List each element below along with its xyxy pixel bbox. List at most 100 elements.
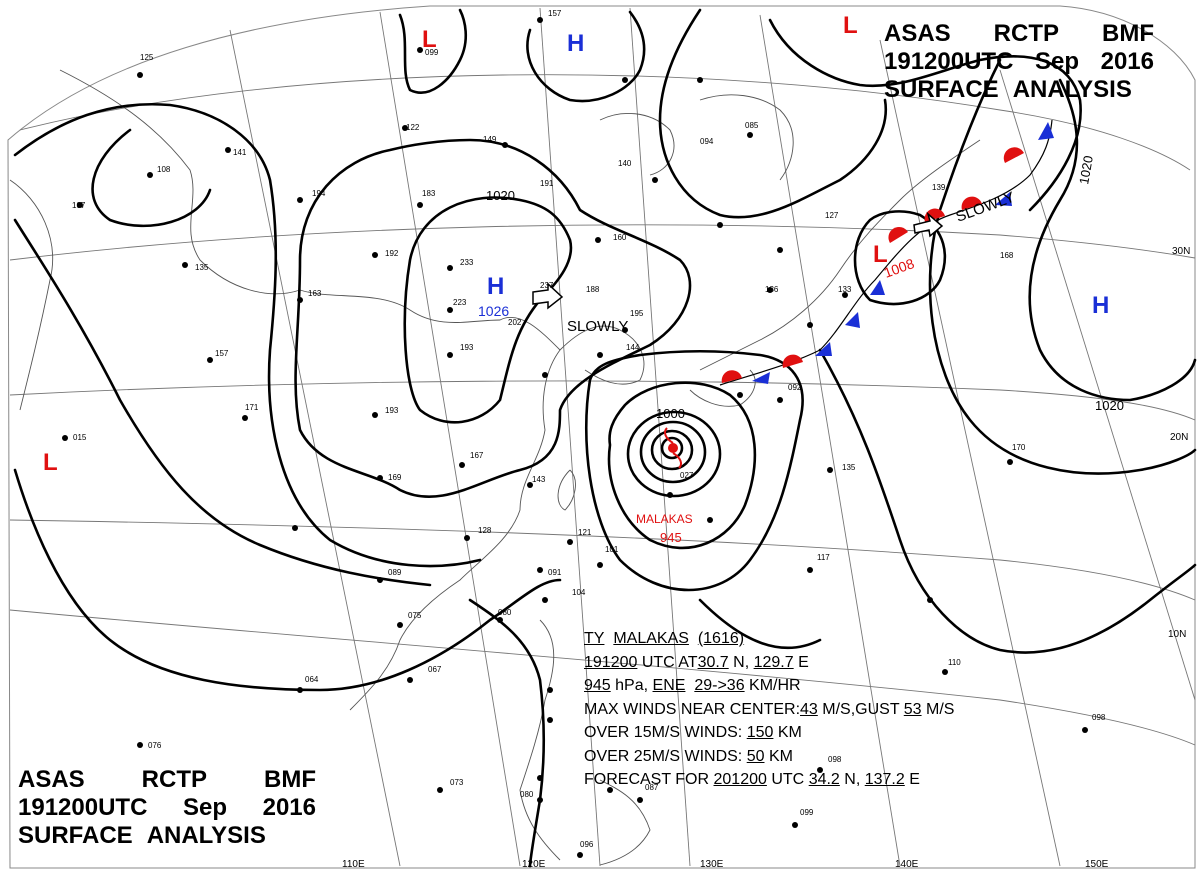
latitude-label-30n: 30N [1172, 246, 1190, 257]
forecast-longitude: 137.2 [864, 771, 905, 788]
isobar-south-1 [698, 598, 822, 650]
svg-text:193: 193 [460, 343, 474, 352]
header-time: 191200UTC [884, 48, 1014, 75]
isobar-north-low [398, 8, 468, 94]
svg-text:076: 076 [148, 741, 162, 750]
header-month: Sep [183, 794, 228, 821]
latitude-lines [9, 74, 1196, 746]
gust-label: M/S,GUST [822, 700, 900, 718]
svg-text:087: 087 [645, 783, 659, 792]
svg-text:080: 080 [520, 790, 534, 799]
chart-header-bottom-left: ASAS RCTP BMF 191200UTC Sep 2016 SURFACE… [18, 766, 316, 850]
svg-text:141: 141 [233, 148, 247, 157]
svg-text:117: 117 [817, 553, 830, 562]
header-line-2: 191200UTC Sep 2016 [884, 48, 1154, 76]
header-code: BMF [264, 766, 316, 793]
svg-text:015: 015 [73, 433, 87, 442]
svg-text:108: 108 [157, 165, 171, 174]
header-year: 2016 [1100, 48, 1154, 75]
isobar-north-high [526, 10, 646, 103]
r25-unit: KM [768, 747, 793, 765]
isobar-label-typhoon: 1000 [656, 406, 685, 421]
typhoon-winds-line: MAX WINDS NEAR CENTER:43 M/S,GUST 53 M/S [584, 698, 954, 722]
motion-speed: 29->36 [694, 677, 745, 694]
max-wind-value: 43 [800, 700, 818, 718]
frontal-system [719, 119, 1054, 386]
header-line-3: SURFACE ANALYSIS [884, 76, 1154, 104]
svg-text:027: 027 [680, 471, 694, 480]
typhoon-r15-line: OVER 15M/S WINDS: 150 KM [584, 721, 954, 745]
forecast-lon-unit: E [909, 771, 920, 788]
svg-text:125: 125 [140, 53, 154, 62]
longitude-label-130e: 130E [700, 859, 724, 870]
svg-text:089: 089 [388, 568, 402, 577]
svg-text:237: 237 [540, 281, 554, 290]
pressure-center-letters: H H H L L L L [43, 12, 1109, 476]
wind-unit: M/S [926, 700, 955, 718]
isobar-label-east: 1020 [1095, 398, 1124, 413]
svg-text:194: 194 [312, 189, 326, 198]
forecast-time: 201200 [713, 771, 767, 788]
high-center-east: H [1092, 292, 1109, 319]
svg-text:195: 195 [630, 309, 644, 318]
header-code: BMF [1102, 20, 1154, 47]
svg-text:075: 075 [408, 611, 422, 620]
svg-text:169: 169 [388, 473, 402, 482]
header-time: 191200UTC [18, 794, 148, 821]
typhoon-center [664, 427, 682, 469]
svg-text:099: 099 [425, 48, 439, 57]
map-text-labels: 1020 1000 1020 1020 1026 1008 MALAKAS 94… [342, 154, 1190, 870]
header-line-3: SURFACE ANALYSIS [18, 822, 316, 850]
isobar-northeast [658, 8, 888, 219]
svg-text:144: 144 [626, 343, 640, 352]
analysis-time: 191200 [584, 653, 638, 671]
isobar-high-1020 [403, 196, 573, 424]
isobar-east-1020 [1028, 78, 1197, 402]
pressure-unit: hPa, [615, 677, 649, 694]
header-word-analysis: ANALYSIS [146, 822, 266, 849]
forecast-utc: UTC [771, 771, 805, 788]
svg-text:170: 170 [1012, 443, 1026, 452]
svg-text:168: 168 [1000, 251, 1014, 260]
high-center-main: H [487, 273, 504, 300]
svg-text:067: 067 [428, 665, 442, 674]
isobar-west-south [13, 468, 562, 692]
cold-front-segments [752, 122, 1054, 384]
longitude-label-140e: 140E [895, 859, 919, 870]
header-word-surface: SURFACE [18, 822, 133, 849]
header-line-1: ASAS RCTP BMF [18, 766, 316, 794]
svg-text:233: 233 [460, 258, 474, 267]
isobar-west-big [13, 103, 482, 568]
svg-text:171: 171 [245, 403, 259, 412]
svg-text:064: 064 [305, 675, 319, 684]
isobar-east-south [818, 348, 1197, 654]
max-winds-label: MAX WINDS NEAR CENTER: [584, 700, 801, 718]
latitude-label-10n: 10N [1168, 629, 1186, 640]
typhoon-pressure-label: 945 [660, 530, 682, 545]
longitude-label-120e: 120E [522, 859, 546, 870]
map-frame [7, 5, 1196, 869]
warm-front-segments [721, 147, 1024, 383]
header-year: 2016 [262, 794, 316, 821]
gust-value: 53 [903, 700, 922, 718]
typhoon-info-block: TY MALAKAS (1616) 191200 UTC AT30.7 N, 1… [584, 627, 954, 792]
isobars [13, 8, 1197, 868]
svg-text:098: 098 [828, 755, 842, 764]
svg-text:127: 127 [825, 211, 839, 220]
svg-text:192: 192 [385, 249, 399, 258]
isobar-northwest-loop [91, 128, 212, 228]
svg-text:104: 104 [572, 588, 586, 597]
typhoon-isobar-1 [660, 436, 684, 460]
header-station: RCTP [993, 20, 1060, 47]
isobar-outer-west [294, 138, 692, 499]
svg-text:136: 136 [765, 285, 779, 294]
header-station: RCTP [141, 766, 208, 793]
isobar-southwest-trough [468, 598, 546, 868]
typhoon-isobar-outer [585, 349, 804, 592]
svg-text:149: 149 [483, 135, 497, 144]
movement-arrows [532, 211, 944, 310]
typhoon-isobar-2 [650, 429, 694, 471]
svg-text:191: 191 [540, 179, 554, 188]
longitude-unit: E [798, 653, 809, 671]
